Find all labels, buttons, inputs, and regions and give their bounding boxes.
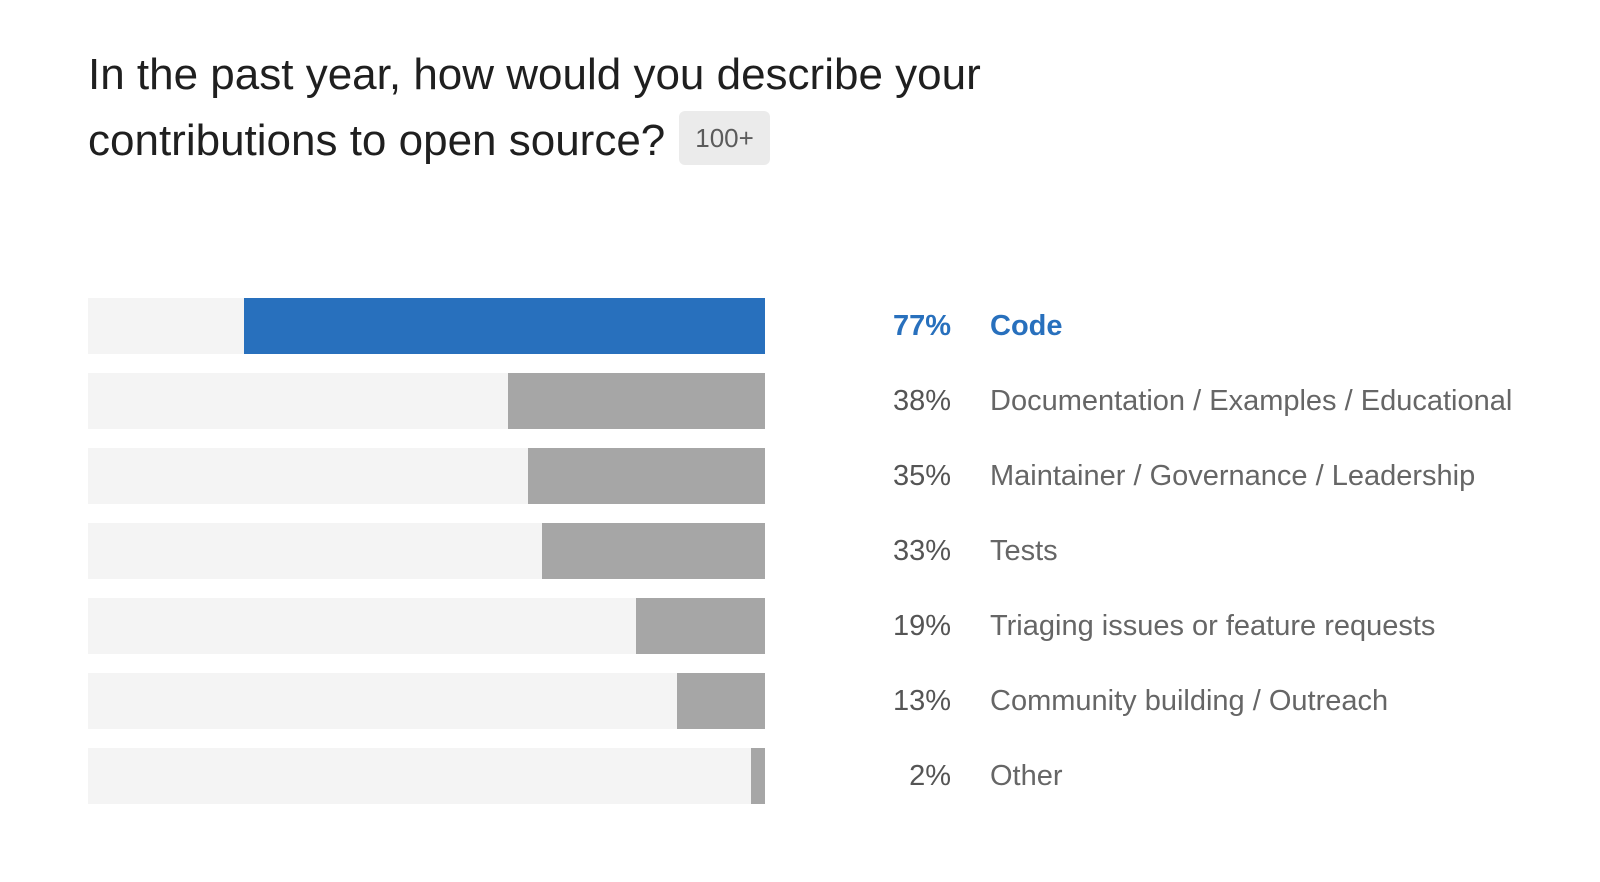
bar-category-label: Documentation / Examples / Educational — [990, 385, 1513, 417]
bar-value-label: 35% — [892, 460, 951, 492]
bar-category-label: Other — [990, 760, 1063, 792]
bar-value-label: 77% — [892, 310, 951, 342]
bar-category-label: Community building / Outreach — [990, 685, 1389, 717]
bar-track — [88, 298, 765, 354]
bar-row: 13% Community building / Outreach — [88, 673, 1548, 729]
bar-track — [88, 448, 765, 504]
bar-row: 77% Code — [88, 298, 1548, 354]
bar-row: 33% Tests — [88, 523, 1548, 579]
bar-category-label: Triaging issues or feature requests — [990, 610, 1436, 642]
bar-track — [88, 598, 765, 654]
bar-track — [88, 748, 765, 804]
bar-fill — [528, 448, 765, 504]
bar-fill — [751, 748, 765, 804]
response-count-badge: 100+ — [679, 111, 770, 166]
bar-row: 38% Documentation / Examples / Educationa… — [88, 373, 1548, 429]
bar-category-label: Maintainer / Governance / Leadership — [990, 460, 1476, 492]
bar-track — [88, 673, 765, 729]
question-title: In the past year, how would you describe… — [88, 50, 981, 165]
bar-value-label: 33% — [892, 535, 951, 567]
question-heading: In the past year, how would you describe… — [88, 42, 1188, 174]
bar-value-label: 38% — [892, 385, 951, 417]
bar-category-label: Code — [990, 310, 1063, 342]
bar-track — [88, 523, 765, 579]
bar-value-label: 13% — [892, 685, 951, 717]
bar-fill — [677, 673, 765, 729]
bar-row: 35% Maintainer / Governance / Leadership — [88, 448, 1548, 504]
bar-row: 2% Other — [88, 748, 1548, 804]
bar-fill — [508, 373, 765, 429]
bar-row: 19% Triaging issues or feature requests — [88, 598, 1548, 654]
bar-chart: 77% Code 38% Documentation / Examples / Edu… — [88, 298, 1548, 823]
bar-fill — [244, 298, 765, 354]
bar-fill — [542, 523, 765, 579]
bar-category-label: Tests — [990, 535, 1058, 567]
bar-value-label: 2% — [909, 760, 951, 792]
bar-fill — [636, 598, 765, 654]
bar-track — [88, 373, 765, 429]
bar-value-label: 19% — [892, 610, 951, 642]
